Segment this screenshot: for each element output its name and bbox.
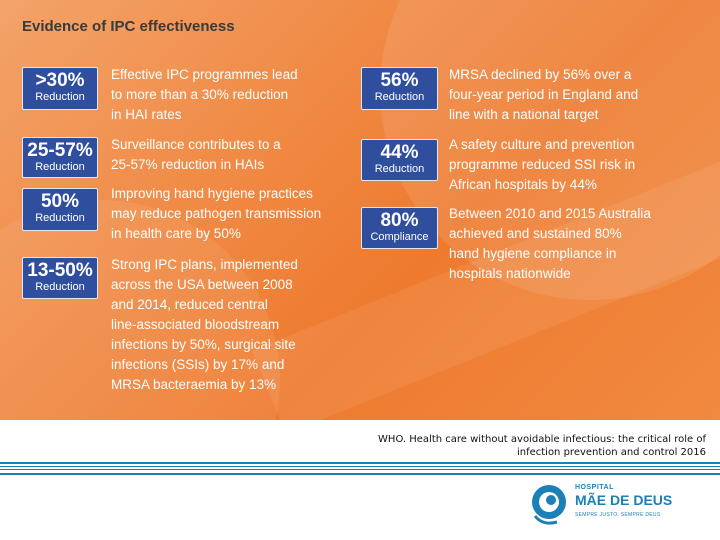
text-line: African hospitals by 44% <box>449 177 597 192</box>
stat-badge: 44% Reduction <box>361 139 438 181</box>
text-line: 25-57% reduction in HAIs <box>111 157 265 172</box>
footer-stripe <box>0 469 720 470</box>
badge-label: Reduction <box>35 212 85 224</box>
badge-value: 25-57% <box>27 140 93 161</box>
text-line: line with a national target <box>449 107 599 122</box>
badge-value: 44% <box>380 142 419 163</box>
hospital-logo: HOSPITAL MÃE DE DEUS SEMPRE JUSTO. SEMPR… <box>527 478 677 530</box>
text-line: hospitals nationwide <box>449 266 571 281</box>
stat-text: A safety culture and prevention programm… <box>449 135 635 195</box>
text-line: MRSA bacteraemia by 13% <box>111 377 277 392</box>
text-line: infections (SSIs) by 17% and <box>111 357 285 372</box>
citation-line: infection prevention and control 2016 <box>516 447 706 458</box>
text-line: achieved and sustained 80% <box>449 226 622 241</box>
text-line: hand hygiene compliance in <box>449 246 617 261</box>
badge-value: >30% <box>35 70 85 91</box>
badge-value: 13-50% <box>27 260 93 281</box>
badge-label: Reduction <box>374 163 425 175</box>
logo-text: MÃE DE DEUS <box>575 492 673 508</box>
text-line: to more than a 30% reduction <box>111 87 289 102</box>
stat-text: MRSA declined by 56% over a four-year pe… <box>449 65 638 125</box>
stat-text: Surveillance contributes to a 25-57% red… <box>111 135 281 175</box>
logo-text: HOSPITAL <box>575 484 614 491</box>
badge-label: Reduction <box>35 281 85 293</box>
stat-badge: >30% Reduction <box>22 67 98 110</box>
text-line: Strong IPC plans, implemented <box>111 257 298 272</box>
text-line: Effective IPC programmes lead <box>111 67 298 82</box>
stat-badge: 13-50% Reduction <box>22 257 98 299</box>
badge-value: 50% <box>40 191 80 212</box>
text-line: may reduce pathogen transmission <box>111 206 322 221</box>
text-line: programme reduced SSI risk in <box>449 157 636 172</box>
source-citation: WHO. Health care without avoidable infec… <box>306 433 706 459</box>
text-line: and 2014, reduced central <box>111 297 268 312</box>
badge-label: Reduction <box>35 91 85 103</box>
slide-panel: Evidence of IPC effectiveness >30% Reduc… <box>0 0 720 420</box>
text-line: in HAI rates <box>111 107 182 122</box>
badge-label: Compliance <box>370 231 429 243</box>
text-line: Surveillance contributes to a <box>111 137 281 152</box>
badge-value: 56% <box>380 70 419 91</box>
citation-line: WHO. Health care without avoidable infec… <box>378 434 706 445</box>
logo-text: SEMPRE JUSTO. SEMPRE DEUS <box>575 512 661 518</box>
stat-badge: 25-57% Reduction <box>22 137 98 178</box>
text-line: Improving hand hygiene practices <box>111 186 313 201</box>
text-line: infections by 50%, surgical site <box>111 337 296 352</box>
stat-badge: 80% Compliance <box>361 207 438 249</box>
text-line: MRSA declined by 56% over a <box>449 67 632 82</box>
stat-text: Between 2010 and 2015 Australia achieved… <box>449 204 651 284</box>
footer-stripe <box>0 462 720 464</box>
footer-stripe <box>0 473 720 475</box>
text-line: across the USA between 2008 <box>111 277 293 292</box>
text-line: Between 2010 and 2015 Australia <box>449 206 651 221</box>
text-line: line-associated bloodstream <box>111 317 280 332</box>
stat-badge: 56% Reduction <box>361 67 438 110</box>
logo-emblem-icon <box>532 485 566 525</box>
badge-label: Reduction <box>374 91 425 103</box>
stat-text: Improving hand hygiene practices may red… <box>111 184 321 244</box>
footer-stripe <box>0 466 720 467</box>
badge-value: 80% <box>380 210 419 231</box>
stat-badge: 50% Reduction <box>22 188 98 231</box>
stat-text: Strong IPC plans, implemented across the… <box>111 255 298 395</box>
text-line: A safety culture and prevention <box>449 137 635 152</box>
slide-title: Evidence of IPC effectiveness <box>22 18 235 35</box>
badge-label: Reduction <box>35 161 85 173</box>
stat-text: Effective IPC programmes lead to more th… <box>111 65 298 125</box>
text-line: four-year period in England and <box>449 87 639 102</box>
text-line: in health care by 50% <box>111 226 241 241</box>
